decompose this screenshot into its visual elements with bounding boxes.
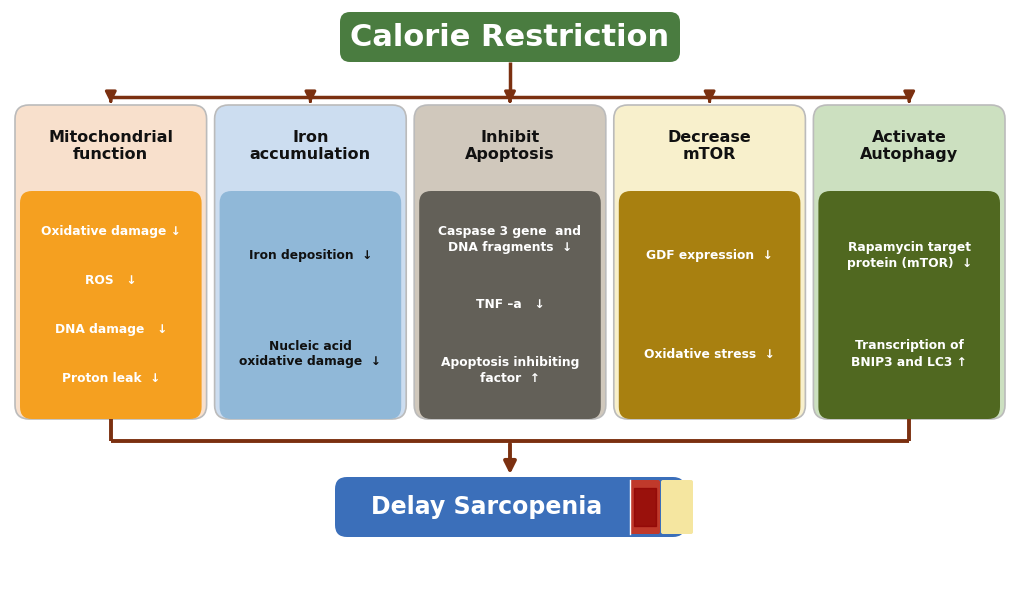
- FancyBboxPatch shape: [414, 105, 605, 419]
- FancyBboxPatch shape: [219, 191, 400, 419]
- Text: Delay Sarcopenia: Delay Sarcopenia: [371, 495, 602, 519]
- Text: Inhibit
Apoptosis: Inhibit Apoptosis: [465, 130, 554, 162]
- Text: Oxidative stress  ↓: Oxidative stress ↓: [644, 347, 774, 361]
- FancyBboxPatch shape: [630, 480, 659, 534]
- Text: Calorie Restriction: Calorie Restriction: [351, 23, 668, 52]
- FancyBboxPatch shape: [419, 191, 600, 419]
- FancyBboxPatch shape: [214, 105, 406, 419]
- FancyBboxPatch shape: [660, 480, 692, 534]
- Text: DNA damage   ↓: DNA damage ↓: [55, 323, 167, 336]
- Text: Rapamycin target
protein (mTOR)  ↓: Rapamycin target protein (mTOR) ↓: [846, 241, 971, 271]
- Text: Decrease
mTOR: Decrease mTOR: [667, 130, 751, 162]
- FancyBboxPatch shape: [15, 105, 207, 419]
- FancyBboxPatch shape: [613, 105, 805, 419]
- Text: Apoptosis inhibiting
factor  ↑: Apoptosis inhibiting factor ↑: [440, 356, 579, 385]
- Text: Mitochondrial
function: Mitochondrial function: [48, 130, 173, 162]
- FancyBboxPatch shape: [334, 477, 685, 537]
- FancyBboxPatch shape: [812, 105, 1004, 419]
- FancyBboxPatch shape: [20, 191, 202, 419]
- Text: Proton leak  ↓: Proton leak ↓: [61, 372, 160, 385]
- Text: GDF expression  ↓: GDF expression ↓: [645, 250, 772, 262]
- Text: Nucleic acid
oxidative damage  ↓: Nucleic acid oxidative damage ↓: [239, 340, 381, 368]
- Text: Oxidative damage ↓: Oxidative damage ↓: [41, 225, 180, 238]
- Text: Activate
Autophagy: Activate Autophagy: [859, 130, 957, 162]
- Text: Transcription of
BNIP3 and LC3 ↑: Transcription of BNIP3 and LC3 ↑: [851, 340, 966, 368]
- Text: Caspase 3 gene  and
DNA fragments  ↓: Caspase 3 gene and DNA fragments ↓: [438, 225, 581, 254]
- Text: Iron
accumulation: Iron accumulation: [250, 130, 371, 162]
- Text: Iron deposition  ↓: Iron deposition ↓: [249, 250, 372, 262]
- Text: TNF –a   ↓: TNF –a ↓: [475, 298, 544, 311]
- FancyBboxPatch shape: [619, 191, 800, 419]
- FancyBboxPatch shape: [339, 12, 680, 62]
- FancyBboxPatch shape: [817, 191, 999, 419]
- Text: ROS   ↓: ROS ↓: [85, 274, 137, 287]
